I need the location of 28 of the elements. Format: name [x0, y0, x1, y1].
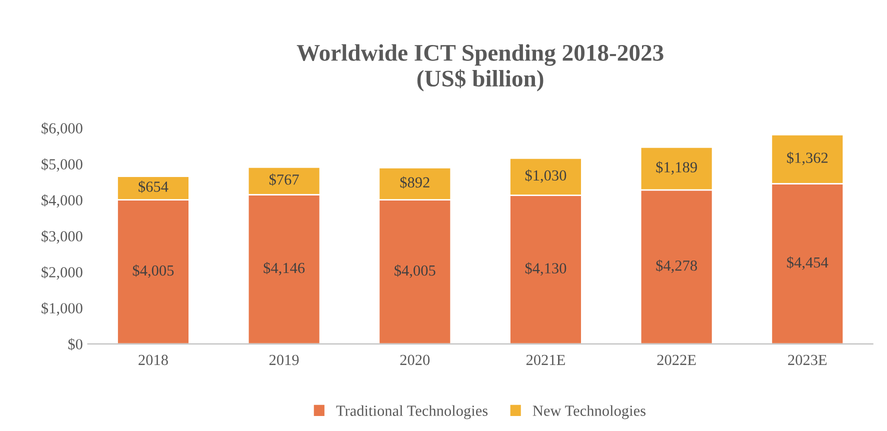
data-label: $1,030 — [525, 169, 566, 183]
y-tick-label: $2,000 — [42, 266, 82, 280]
x-tick-label: 2019 — [269, 354, 299, 366]
y-tick-label: $5,000 — [42, 158, 82, 172]
data-label: $4,454 — [787, 256, 828, 270]
data-label: $654 — [138, 180, 168, 193]
x-tick-label: 2022E — [657, 354, 696, 366]
data-label: $892 — [400, 176, 430, 189]
x-tick-label: 2020 — [400, 354, 430, 366]
x-tick-label: 2023E — [788, 354, 827, 366]
y-tick-label: $1,000 — [42, 302, 82, 316]
data-label: $1,189 — [656, 161, 697, 175]
data-label: $4,278 — [656, 260, 697, 273]
data-label: $767 — [269, 174, 299, 186]
data-label: $4,146 — [264, 262, 305, 276]
data-label: $4,005 — [394, 264, 436, 278]
x-tick-label: 2021E — [526, 354, 565, 366]
y-tick-label: $0 — [68, 338, 82, 350]
x-tick-label: 2018 — [138, 354, 168, 366]
legend-label: New Technologies — [532, 405, 646, 420]
legend-label: Traditional Technologies — [336, 405, 488, 420]
y-tick-label: $4,000 — [42, 194, 82, 208]
chart-title: Worldwide ICT Spending 2018-2023 (US$ billion) — [296, 44, 664, 92]
data-label: $1,362 — [787, 152, 828, 166]
data-label: $4,130 — [525, 262, 566, 276]
data-label: $4,005 — [132, 264, 174, 278]
y-tick-label: $3,000 — [42, 230, 82, 244]
y-tick-label: $6,000 — [42, 122, 82, 136]
